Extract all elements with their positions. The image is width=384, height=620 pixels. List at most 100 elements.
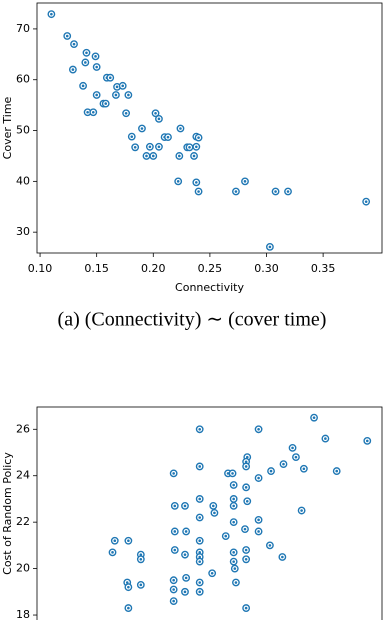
point-dot [115,85,119,89]
y-tick-label: 60 [16,73,30,86]
point-dot [312,416,316,419]
point-dot [198,560,202,563]
point-dot [197,136,200,139]
point-dot [139,553,143,556]
point-dot [232,483,235,487]
point-dot [183,504,187,508]
point-dot [294,455,298,459]
point-dot [243,180,247,183]
point-dot [281,555,284,559]
point-dot [195,181,198,184]
point-dot [178,154,181,158]
point-dot [233,567,237,570]
point-dot [188,146,191,149]
point-dot [324,437,327,440]
point-dot [210,571,214,575]
x-axis-label: Connectivity [175,281,244,294]
point-dot [286,190,290,193]
point-dot [140,127,144,130]
point-dot [257,518,260,522]
point-dot [268,245,272,249]
point-dot [198,539,202,543]
point-dot [127,93,130,97]
point-dot [173,530,177,533]
point-dot [198,497,202,501]
point-dot [302,467,306,471]
point-dot [244,548,248,552]
x-tick-label: 0.35 [311,262,336,275]
point-dot [157,145,161,149]
point-dot [95,65,98,69]
point-dot [91,110,95,114]
point-dot [232,497,235,501]
x-tick-label: 0.30 [254,262,279,275]
point-dot [154,111,157,115]
y-tick-label: 40 [16,174,30,187]
point-dot [183,590,187,594]
point-dot [173,548,177,552]
point-dot [172,599,175,603]
point-dot [197,190,200,193]
point-dot [244,465,248,468]
y-tick-label: 26 [16,422,30,435]
point-dot [86,110,89,114]
point-dot [243,527,247,531]
point-dot [245,455,249,459]
point-dot [245,499,249,503]
point-dot [198,590,202,594]
point-dot [198,516,202,519]
point-dot [176,180,180,183]
point-dot [173,504,177,508]
point-dot [198,555,202,559]
point-dot [274,190,277,193]
point-dot [198,427,202,431]
y-tick-label: 22 [16,515,30,528]
point-dot [226,472,230,475]
point-dot [94,55,97,58]
point-dot [184,530,188,533]
point-dot [192,154,196,158]
point-dot [244,558,248,561]
point-dot [85,51,88,55]
point-dot [364,200,368,203]
point-dot [257,427,260,431]
caption: (a) (Connectivity) ∼ (cover time) [58,309,327,331]
point-dot [72,42,76,46]
point-dot [257,476,260,480]
point-dot [172,578,175,582]
point-dot [95,93,98,97]
point-dot [268,544,272,547]
x-tick-label: 0.20 [141,262,166,275]
point-dot [183,553,187,556]
point-dot [179,127,182,130]
point-dot [145,154,148,158]
point-dot [125,581,129,584]
point-dot [213,511,216,515]
point-dot [81,84,85,88]
point-dot [130,135,134,138]
point-dot [127,606,130,610]
point-dot [148,145,152,149]
point-dot [157,117,161,121]
point-dot [127,585,130,589]
plot-frame [36,406,383,620]
y-tick-label: 70 [16,22,30,35]
point-dot [139,558,143,561]
point-dot [257,530,260,533]
point-dot [232,551,235,554]
point-dot [65,34,69,38]
x-tick-label: 0.15 [84,262,109,275]
point-dot [198,465,202,468]
y-axis-label: Cost of Random Policy [1,452,14,575]
point-dot [211,504,215,508]
x-tick-label: 0.10 [28,262,53,275]
point-dot [111,551,114,554]
point-dot [50,12,53,16]
point-dot [151,154,155,158]
point-dot [232,520,235,524]
point-dot [300,509,303,512]
point-dot [224,534,228,538]
point-dot [231,472,234,475]
